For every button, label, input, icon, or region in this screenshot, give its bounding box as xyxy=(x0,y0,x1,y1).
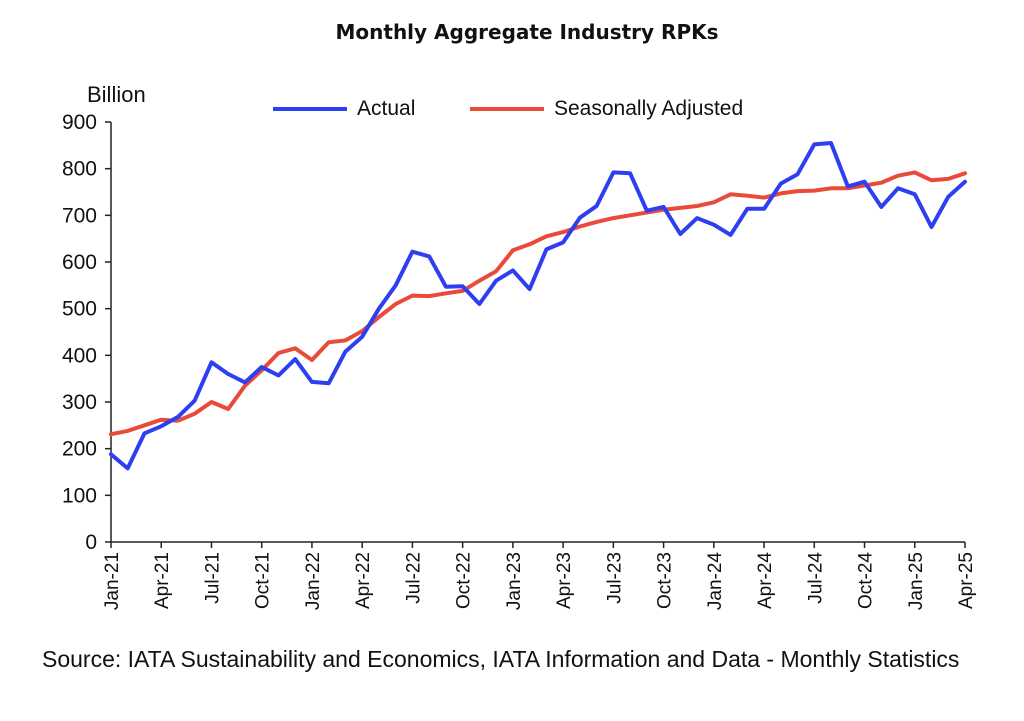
y-tick-label: 800 xyxy=(62,158,97,181)
y-tick-label: 300 xyxy=(62,391,97,414)
x-tick-label: Jan-24 xyxy=(705,552,726,611)
legend-item-seasonally-adjusted: Seasonally Adjusted xyxy=(470,97,743,121)
source-note: Source: IATA Sustainability and Economic… xyxy=(42,646,960,672)
x-tick-label: Jul-23 xyxy=(604,552,625,604)
x-tick-label: Apr-23 xyxy=(554,552,575,609)
series-line-actual xyxy=(109,141,967,471)
legend-swatch-seasonally-adjusted xyxy=(470,107,544,111)
x-tick-label: Oct-23 xyxy=(655,552,676,609)
x-tick-label: Apr-24 xyxy=(755,552,776,609)
legend-swatch-actual xyxy=(273,107,347,111)
x-tick-label: Jul-22 xyxy=(403,552,424,604)
y-tick-label: 200 xyxy=(62,438,97,461)
chart-title: Monthly Aggregate Industry RPKs xyxy=(335,20,719,44)
y-tick-label: 0 xyxy=(85,531,97,554)
series-line-seasonally-adjusted xyxy=(109,170,967,437)
x-tick-label: Apr-21 xyxy=(152,552,173,609)
chart-series xyxy=(109,141,967,471)
x-tick-label: Jan-23 xyxy=(504,552,525,610)
legend-label-seasonally-adjusted: Seasonally Adjusted xyxy=(554,97,744,120)
x-tick-label: Jan-21 xyxy=(102,552,123,610)
chart-axes xyxy=(105,121,966,548)
x-tick-label: Apr-25 xyxy=(956,552,977,609)
y-tick-label: 500 xyxy=(62,298,97,321)
x-tick-labels: Jan-21 Apr-21 Jul-21 Oct-21 Jan-22 Apr-22 Jul-… xyxy=(102,552,977,611)
x-tick-label: Jan-22 xyxy=(303,552,324,610)
x-tick-label: Jan-25 xyxy=(906,552,927,610)
x-tick-label: Jul-24 xyxy=(805,552,826,604)
x-tick-label: Oct-22 xyxy=(454,552,475,609)
x-tick-label: Oct-24 xyxy=(856,552,877,609)
x-tick-label: Jul-21 xyxy=(202,552,223,604)
y-axis-label: Billion xyxy=(87,82,146,107)
y-tick-label: 900 xyxy=(62,111,97,134)
x-tick-label: Oct-21 xyxy=(253,552,274,609)
y-tick-label: 100 xyxy=(62,484,97,507)
x-tick-label: Apr-22 xyxy=(353,552,374,609)
legend-label-actual: Actual xyxy=(357,97,416,120)
legend-item-actual: Actual xyxy=(273,97,415,121)
y-tick-labels: 0 100 200 300 400 500 600 700 800 900 xyxy=(62,111,97,554)
y-tick-label: 600 xyxy=(62,251,97,274)
y-tick-label: 700 xyxy=(62,204,97,227)
y-tick-label: 400 xyxy=(62,344,97,367)
